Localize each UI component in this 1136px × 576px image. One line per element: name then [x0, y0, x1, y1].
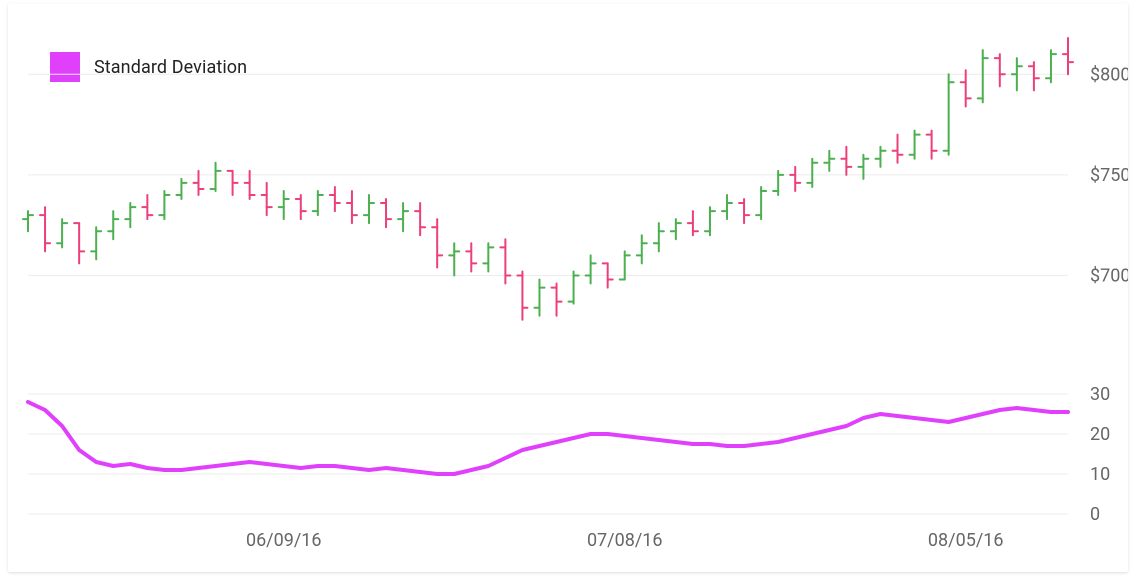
svg-text:30: 30 — [1090, 384, 1110, 405]
svg-text:06/09/16: 06/09/16 — [246, 530, 322, 551]
chart-canvas: $700 $750 $800 0 10 20 30 06/09/16 07/08/16 08/05… — [8, 4, 1128, 572]
svg-text:$800: $800 — [1090, 64, 1128, 85]
svg-text:07/08/16: 07/08/16 — [587, 530, 663, 551]
svg-text:10: 10 — [1090, 464, 1110, 485]
svg-text:$750: $750 — [1090, 165, 1128, 186]
svg-text:20: 20 — [1090, 424, 1110, 445]
svg-text:$700: $700 — [1090, 266, 1128, 287]
chart-card: Standard Deviation $700$750$800010203006… — [8, 4, 1128, 572]
svg-text:08/05/16: 08/05/16 — [928, 530, 1004, 551]
svg-text:0: 0 — [1090, 504, 1100, 525]
